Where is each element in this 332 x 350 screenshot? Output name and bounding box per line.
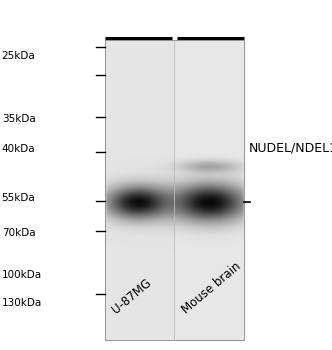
Text: 35kDa: 35kDa bbox=[2, 114, 36, 124]
Text: 55kDa: 55kDa bbox=[2, 193, 36, 203]
Bar bbox=[105, 40, 244, 340]
Text: 40kDa: 40kDa bbox=[2, 144, 35, 154]
Text: 100kDa: 100kDa bbox=[2, 270, 42, 280]
Text: NUDEL/NDEL1: NUDEL/NDEL1 bbox=[249, 141, 332, 154]
Text: U-87MG: U-87MG bbox=[110, 276, 154, 317]
Text: 70kDa: 70kDa bbox=[2, 228, 35, 238]
Text: Mouse brain: Mouse brain bbox=[179, 260, 243, 317]
Text: 25kDa: 25kDa bbox=[2, 51, 36, 61]
Text: 130kDa: 130kDa bbox=[2, 298, 42, 308]
